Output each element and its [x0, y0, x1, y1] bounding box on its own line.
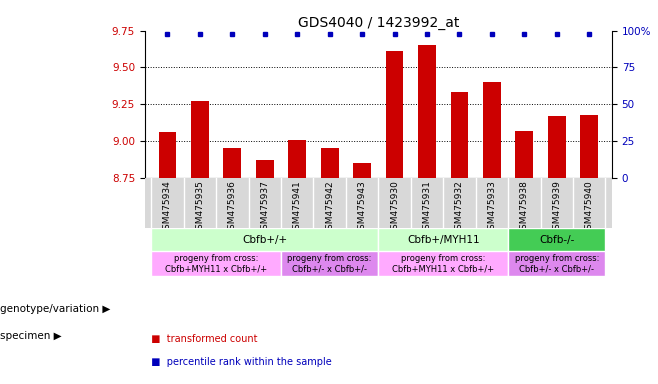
Bar — [353, 163, 371, 178]
Bar — [320, 148, 339, 178]
Text: GSM475931: GSM475931 — [422, 180, 432, 235]
Text: GSM475940: GSM475940 — [585, 180, 594, 235]
Text: Cbfb+/MYH11: Cbfb+/MYH11 — [407, 235, 480, 245]
Bar — [378, 228, 508, 251]
Text: ■  transformed count: ■ transformed count — [145, 334, 257, 344]
Text: GSM475930: GSM475930 — [390, 180, 399, 235]
Text: genotype/variation ▶: genotype/variation ▶ — [0, 304, 111, 314]
Bar — [418, 45, 436, 178]
Bar — [580, 114, 598, 178]
Bar — [508, 228, 605, 251]
Text: GSM475939: GSM475939 — [552, 180, 561, 235]
Text: GSM475932: GSM475932 — [455, 180, 464, 235]
Text: GSM475942: GSM475942 — [325, 180, 334, 235]
Bar — [483, 82, 501, 178]
Bar — [281, 251, 378, 276]
Bar — [224, 148, 241, 178]
Bar — [515, 131, 533, 178]
Text: Cbfb+/+: Cbfb+/+ — [242, 235, 288, 245]
Text: ■  percentile rank within the sample: ■ percentile rank within the sample — [145, 357, 332, 367]
Text: GSM475938: GSM475938 — [520, 180, 529, 235]
Bar — [159, 132, 176, 178]
Bar — [256, 160, 274, 178]
Bar — [386, 51, 403, 178]
Bar — [378, 251, 508, 276]
Text: GSM475943: GSM475943 — [358, 180, 367, 235]
Text: Cbfb-/-: Cbfb-/- — [539, 235, 574, 245]
Text: progeny from cross:
Cbfb+MYH11 x Cbfb+/+: progeny from cross: Cbfb+MYH11 x Cbfb+/+ — [165, 254, 267, 273]
Text: progeny from cross:
Cbfb+MYH11 x Cbfb+/+: progeny from cross: Cbfb+MYH11 x Cbfb+/+ — [392, 254, 494, 273]
Title: GDS4040 / 1423992_at: GDS4040 / 1423992_at — [297, 16, 459, 30]
Bar — [548, 116, 566, 178]
Text: GSM475935: GSM475935 — [195, 180, 205, 235]
Bar — [451, 93, 468, 178]
Text: specimen ▶: specimen ▶ — [0, 331, 62, 341]
Bar — [508, 251, 605, 276]
Text: GSM475933: GSM475933 — [488, 180, 496, 235]
Text: GSM475941: GSM475941 — [293, 180, 302, 235]
Text: GSM475934: GSM475934 — [163, 180, 172, 235]
Text: GSM475936: GSM475936 — [228, 180, 237, 235]
Bar — [191, 101, 209, 178]
Text: GSM475937: GSM475937 — [261, 180, 269, 235]
Bar — [288, 139, 306, 178]
Text: progeny from cross:
Cbfb+/- x Cbfb+/-: progeny from cross: Cbfb+/- x Cbfb+/- — [515, 254, 599, 273]
Bar — [151, 228, 378, 251]
Bar — [151, 251, 281, 276]
Text: progeny from cross:
Cbfb+/- x Cbfb+/-: progeny from cross: Cbfb+/- x Cbfb+/- — [288, 254, 372, 273]
